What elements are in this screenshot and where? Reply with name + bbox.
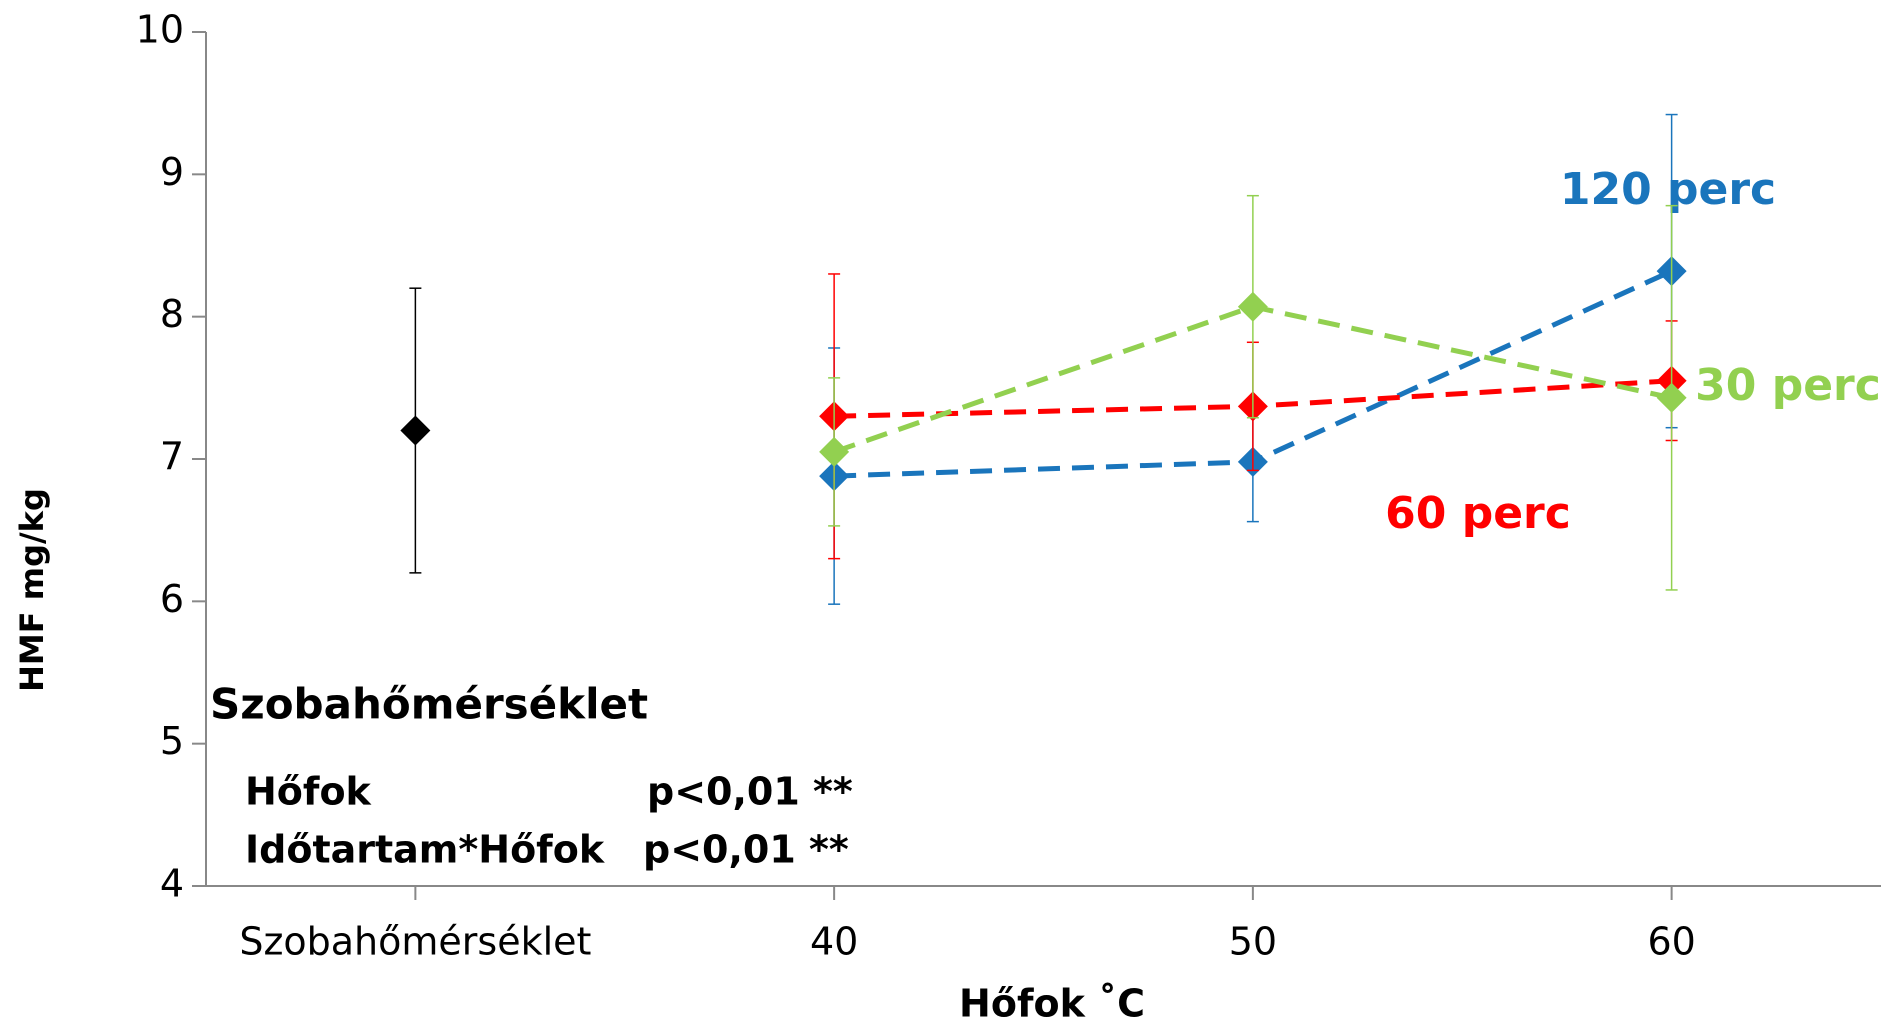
x-axis-title: Hőfok ˚C (959, 982, 1145, 1026)
series-label: 120 perc (1560, 164, 1776, 215)
annotation: Időtartam*Hőfok (245, 828, 605, 872)
marker (1656, 382, 1687, 413)
x-tick-label: 60 (1647, 920, 1695, 964)
y-tick-label: 5 (160, 719, 184, 763)
y-tick-label: 7 (160, 435, 184, 479)
marker (1237, 291, 1268, 322)
marker (819, 436, 850, 467)
y-tick-label: 10 (136, 8, 184, 52)
x-tick-label: 50 (1229, 920, 1277, 964)
y-tick-label: 8 (160, 292, 184, 336)
series-label: 60 perc (1385, 488, 1571, 539)
annotation: p<0,01 ** (647, 770, 853, 814)
x-tick-label: Szobahőmérséklet (239, 920, 591, 964)
annotation: Szobahőmérséklet (210, 680, 648, 729)
annotation: p<0,01 ** (643, 828, 849, 872)
y-tick-label: 6 (160, 577, 184, 621)
y-axis-title: HMF mg/kg (13, 488, 51, 692)
y-tick-label: 4 (160, 862, 184, 906)
y-tick-label: 9 (160, 150, 184, 194)
marker (400, 415, 431, 446)
series-label: 30 perc (1695, 360, 1881, 411)
annotation: Hőfok (245, 770, 372, 814)
x-tick-label: 40 (810, 920, 858, 964)
